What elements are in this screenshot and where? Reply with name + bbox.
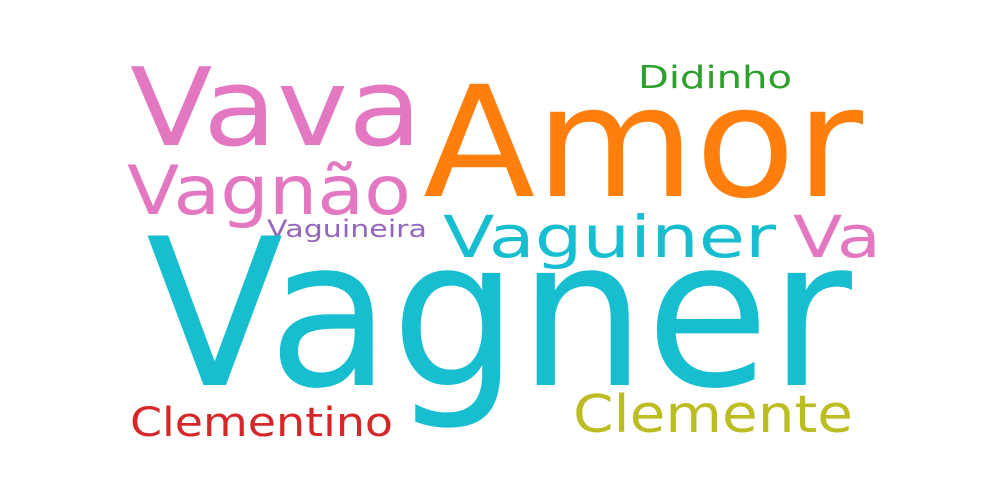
- word-vaguineira: Vaguineira: [267, 215, 427, 243]
- word-didinho: Didinho: [638, 60, 792, 96]
- word-clemente: Clemente: [573, 385, 853, 445]
- word-va: Va: [793, 203, 881, 271]
- word-vagner: Vagner: [146, 196, 853, 434]
- word-clementino: Clementino: [130, 400, 393, 446]
- word-amor: Amor: [423, 54, 864, 233]
- word-vava: Vava: [130, 46, 422, 171]
- word-vagnao: Vagnão: [127, 152, 411, 231]
- word-vaguiner: Vaguiner: [443, 203, 776, 271]
